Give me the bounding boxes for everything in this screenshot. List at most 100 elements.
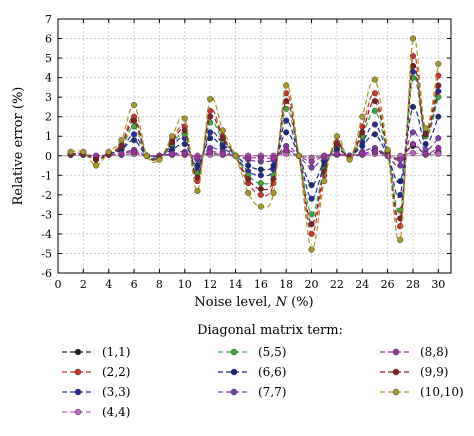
- data-point: [295, 152, 302, 159]
- data-point: [257, 180, 264, 187]
- data-point: [232, 152, 239, 159]
- data-point: [131, 117, 138, 124]
- data-point: [219, 135, 226, 142]
- y-tick-label: -4: [41, 228, 52, 241]
- data-point: [181, 140, 188, 148]
- x-axis-title-prefix: Noise level,: [194, 295, 275, 310]
- x-tick-label: 28: [406, 278, 420, 291]
- x-tick-label: 0: [55, 278, 62, 291]
- x-tick-label: 6: [131, 278, 138, 291]
- legend-swatch-marker: [230, 368, 238, 376]
- x-axis-title-variable: N: [275, 295, 288, 310]
- data-point: [384, 146, 391, 153]
- data-point: [270, 162, 277, 169]
- legend-swatch-marker: [392, 368, 400, 376]
- y-tick-label: -2: [41, 189, 52, 202]
- y-tick-label: 2: [45, 111, 52, 124]
- data-point: [257, 172, 264, 179]
- data-point: [105, 148, 112, 155]
- data-point: [219, 127, 226, 134]
- data-point: [435, 150, 442, 157]
- x-tick-label: 30: [431, 278, 445, 291]
- x-tick-label: 18: [279, 278, 293, 291]
- x-tick-label: 22: [330, 278, 344, 291]
- x-tick-label: 2: [80, 278, 87, 291]
- data-point: [219, 150, 226, 157]
- legend-label: (8,8): [420, 345, 448, 359]
- x-axis-title: Noise level, N (%): [194, 295, 313, 310]
- data-point: [308, 158, 315, 165]
- data-point: [308, 211, 315, 218]
- data-point: [118, 150, 125, 157]
- legend-label: (4,4): [102, 405, 130, 419]
- legend-item: (9,9): [380, 365, 448, 379]
- y-tick-label: 3: [45, 91, 52, 104]
- series-(10,10): [67, 35, 442, 253]
- data-point: [359, 129, 366, 136]
- y-tick-label: -5: [41, 247, 52, 260]
- legend-item: (5,5): [218, 345, 286, 359]
- data-point: [80, 148, 87, 155]
- data-point: [181, 127, 188, 134]
- data-point: [92, 162, 100, 169]
- data-point: [207, 96, 214, 103]
- data-point: [283, 82, 290, 89]
- data-point: [131, 101, 138, 109]
- data-point: [435, 144, 442, 152]
- data-point: [333, 150, 340, 157]
- data-point: [409, 35, 417, 42]
- legend-label: (6,6): [258, 365, 286, 379]
- data-point: [321, 178, 328, 185]
- data-point: [207, 135, 214, 142]
- data-point: [397, 178, 404, 185]
- legend-swatch-marker: [392, 388, 400, 396]
- data-point: [156, 156, 163, 163]
- data-point: [283, 117, 290, 124]
- data-point: [194, 174, 201, 181]
- series-line: [70, 35, 439, 251]
- plot-frame: [57, 18, 452, 274]
- data-point: [207, 113, 214, 120]
- data-point: [308, 221, 315, 228]
- data-point: [359, 150, 366, 157]
- legend-label: (5,5): [258, 345, 286, 359]
- legend-swatch-marker: [74, 408, 82, 416]
- data-point: [245, 189, 252, 196]
- y-axis-title: Relative error (%): [11, 87, 26, 206]
- y-tick-label: -6: [41, 267, 52, 280]
- data-point: [169, 150, 176, 157]
- legend-swatch-marker: [74, 388, 82, 396]
- data-point: [397, 207, 404, 214]
- data-point: [194, 154, 201, 161]
- data-point: [435, 113, 442, 120]
- data-point: [409, 68, 417, 75]
- x-tick-label: 8: [156, 278, 163, 291]
- data-point: [207, 129, 214, 136]
- legend-swatch-marker: [74, 348, 82, 356]
- x-axis-title-suffix: (%): [287, 295, 314, 310]
- legend-item: (8,8): [380, 345, 448, 359]
- data-point: [194, 187, 201, 194]
- legend: (1,1) (2,2) (3,3) (4,4) (5,5) (6,6) (7,7) (8,8)…: [62, 345, 464, 419]
- data-point: [333, 140, 340, 148]
- data-point: [333, 133, 340, 140]
- data-point: [181, 150, 188, 157]
- x-tick-label: 26: [381, 278, 395, 291]
- data-point: [435, 60, 442, 67]
- data-point: [435, 94, 442, 101]
- data-point: [409, 129, 417, 136]
- data-point: [270, 189, 277, 196]
- data-point: [207, 107, 214, 114]
- data-point: [169, 133, 176, 140]
- data-point: [308, 182, 315, 189]
- data-point: [118, 137, 125, 144]
- data-point: [371, 131, 378, 138]
- data-point: [371, 107, 378, 114]
- data-point: [397, 162, 404, 169]
- legend-label: (3,3): [102, 385, 130, 399]
- x-tick-label: 12: [203, 278, 217, 291]
- data-point: [257, 185, 264, 193]
- data-point: [308, 195, 315, 202]
- y-tick-label: 0: [45, 150, 52, 163]
- data-point: [397, 156, 404, 163]
